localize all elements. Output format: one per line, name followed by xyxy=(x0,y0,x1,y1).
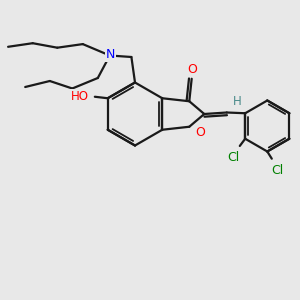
Text: O: O xyxy=(187,63,197,76)
Text: H: H xyxy=(233,94,242,108)
Text: Cl: Cl xyxy=(272,164,284,177)
Text: Cl: Cl xyxy=(228,151,240,164)
Text: N: N xyxy=(106,48,115,62)
Text: O: O xyxy=(195,126,205,139)
Text: HO: HO xyxy=(71,90,89,103)
